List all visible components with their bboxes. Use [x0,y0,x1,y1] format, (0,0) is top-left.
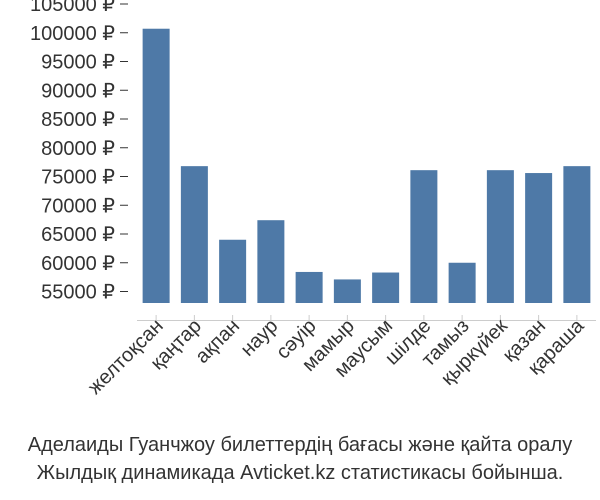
bar [525,173,553,303]
bar [257,220,285,303]
y-tick-label: 60000 ₽ [41,253,115,275]
x-tick-label: наур [237,315,283,361]
y-tick-label: 65000 ₽ [41,224,115,246]
bar [219,239,247,303]
y-tick-label: 100000 ₽ [30,23,115,45]
bar [295,271,323,303]
bar-chart: 55000 ₽ 60000 ₽ 65000 ₽ 70000 ₽ 75000 ₽ 80000… [30,0,596,399]
y-tick-label: 75000 ₽ [41,167,115,189]
x-axis: желтоқсанқаңтарақпаннаурсәуірмамырмаусым… [84,314,596,399]
y-tick-label: 80000 ₽ [41,138,115,160]
bar [372,272,400,303]
y-tick-label: 55000 ₽ [41,282,115,304]
y-tick-label: 90000 ₽ [41,80,115,102]
bars [142,28,591,303]
y-tick-label: 105000 ₽ [30,0,115,16]
y-tick-label: 70000 ₽ [41,195,115,217]
y-tick-label: 95000 ₽ [41,52,115,74]
y-tick-label: 85000 ₽ [41,109,115,131]
bar [410,170,438,303]
bar [142,28,170,303]
x-tick-label: ақпан [191,315,244,368]
bar [563,166,591,303]
bar [486,170,514,303]
y-axis: 55000 ₽ 60000 ₽ 65000 ₽ 70000 ₽ 75000 ₽ 80000… [30,0,128,304]
bar [333,279,361,303]
chart-caption-line-2: Жылдық динамикада Avticket.kz статистика… [36,462,564,484]
bar [180,166,208,303]
chart-caption-line-1: Аделаиды Гуанчжоу билеттердің бағасы жән… [27,434,573,456]
bar [448,262,476,303]
